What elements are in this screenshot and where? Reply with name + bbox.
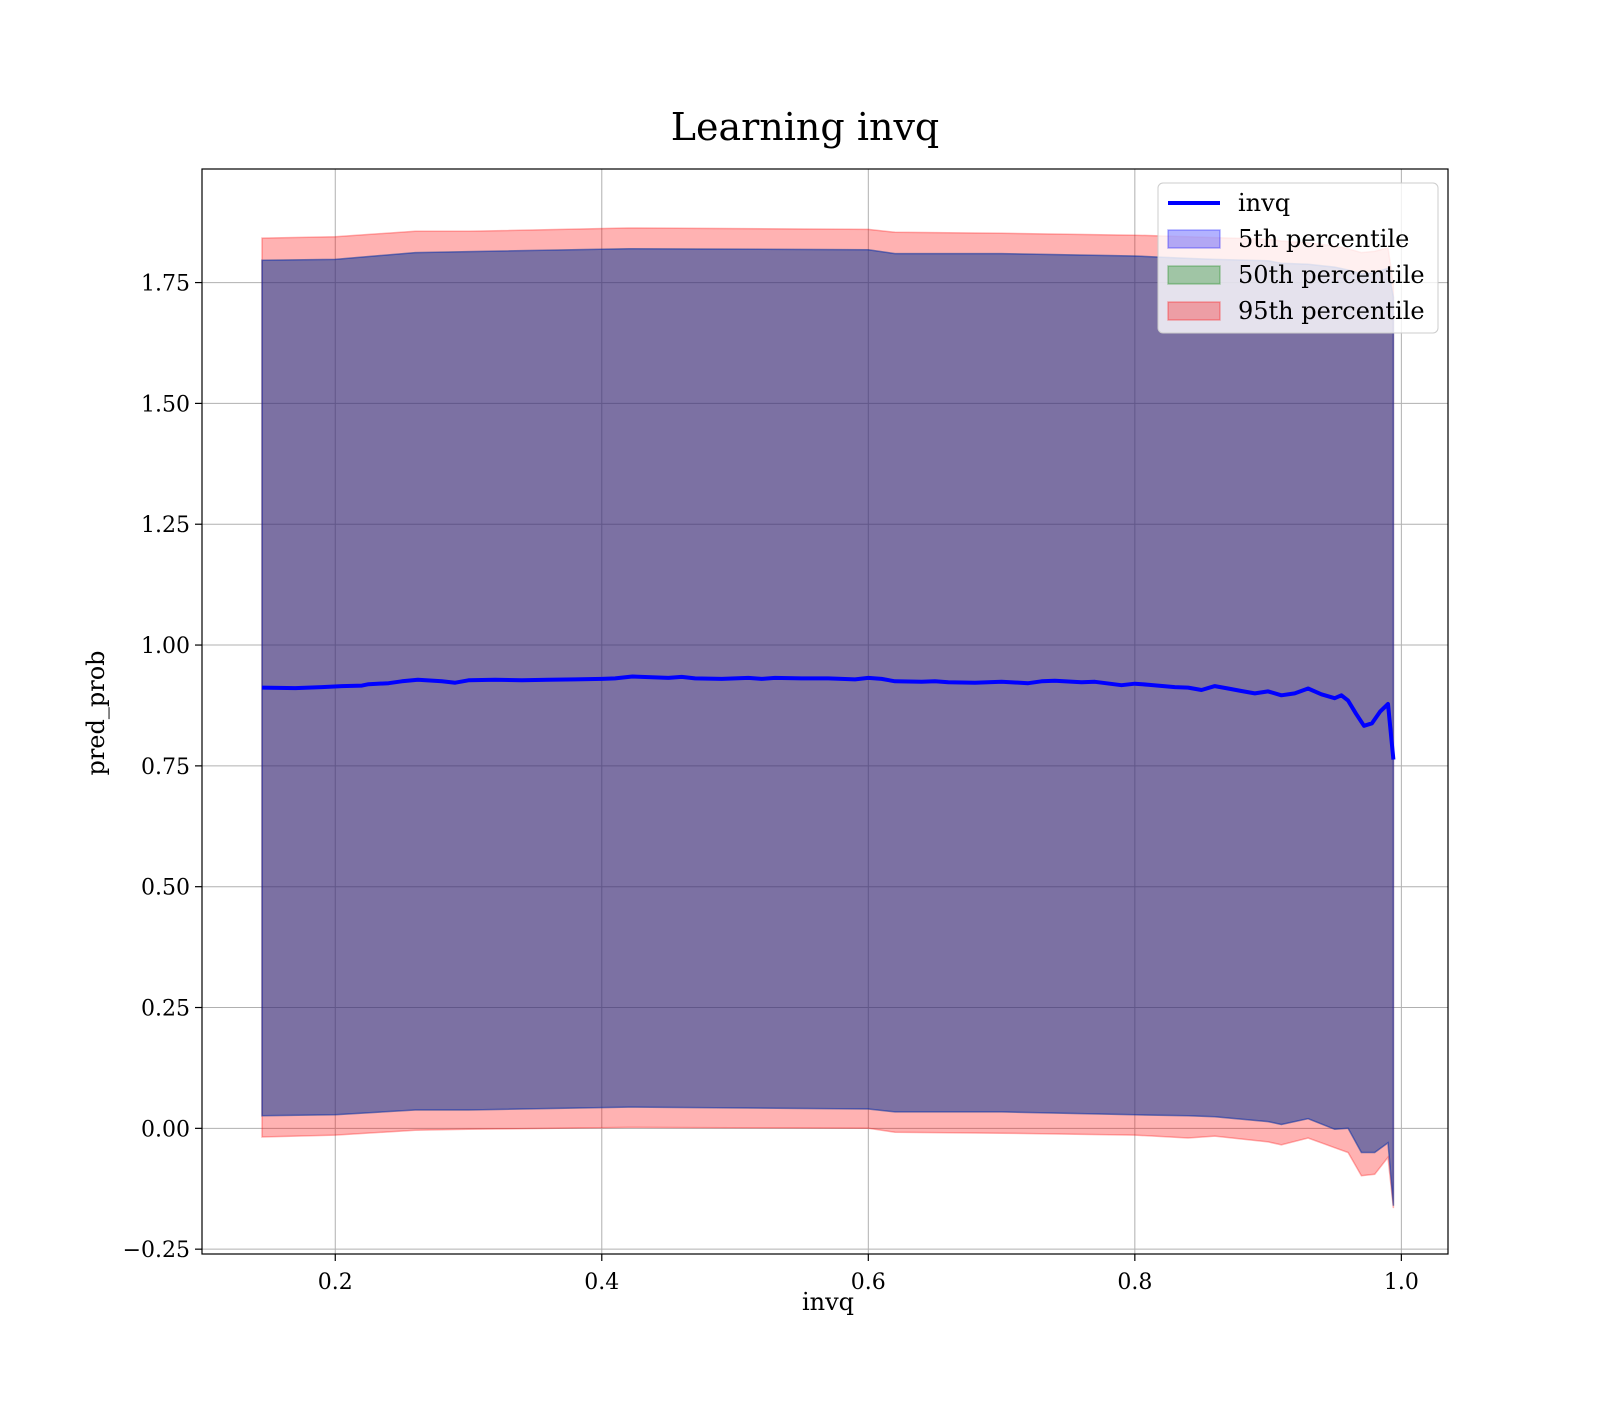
legend-label-95th-percentile: 95th percentile bbox=[1238, 297, 1425, 325]
x-axis-label: invq bbox=[802, 1288, 854, 1316]
series-line-invq bbox=[261, 674, 1396, 760]
legend-swatch-5th-percentile bbox=[1167, 229, 1221, 249]
y-tick-label: 1.50 bbox=[141, 392, 190, 417]
x-tick-label: 0.8 bbox=[1117, 1270, 1152, 1295]
y-tick-label: 1.75 bbox=[141, 272, 190, 297]
band-5th-percentile bbox=[261, 247, 1395, 1206]
plot-frame bbox=[201, 168, 1449, 1255]
legend-swatch-50th-percentile bbox=[1167, 265, 1221, 285]
x-tick-label: 0.4 bbox=[584, 1270, 619, 1295]
y-tick-label: 0.75 bbox=[141, 755, 190, 780]
band-50th-percentile bbox=[261, 247, 1395, 1206]
y-tick-label: 1.25 bbox=[141, 513, 190, 538]
legend-label-invq: invq bbox=[1238, 189, 1290, 217]
y-axis-label: pred_prob bbox=[82, 650, 110, 775]
y-tick-label: 1.00 bbox=[141, 634, 190, 659]
y-tick-label: 0.50 bbox=[141, 876, 190, 901]
x-tick-label: 0.2 bbox=[318, 1270, 353, 1295]
legend-label-50th-percentile: 50th percentile bbox=[1238, 261, 1425, 289]
plot-area: 0.2 0.4 0.6 0.8 1.0 −0.25 0.00 0.25 0.50 0.75 1.00… bbox=[123, 168, 1449, 1295]
legend-label-5th-percentile: 5th percentile bbox=[1238, 225, 1409, 253]
legend-box bbox=[1157, 182, 1439, 334]
x-tick-label: 0.6 bbox=[851, 1270, 886, 1295]
y-tick-label: 0.00 bbox=[141, 1117, 190, 1142]
plot-background bbox=[202, 169, 1448, 1254]
legend-swatch-95th-percentile bbox=[1167, 301, 1221, 321]
band-95th-percentile bbox=[261, 227, 1395, 1209]
y-tick-label: −0.25 bbox=[123, 1238, 190, 1263]
legend: invq 5th percentile 50th percentile 95th pe… bbox=[1157, 182, 1439, 334]
x-tick-label: 1.0 bbox=[1384, 1270, 1419, 1295]
chart-title: Learning invq bbox=[671, 105, 939, 149]
y-tick-label: 0.25 bbox=[141, 997, 190, 1022]
